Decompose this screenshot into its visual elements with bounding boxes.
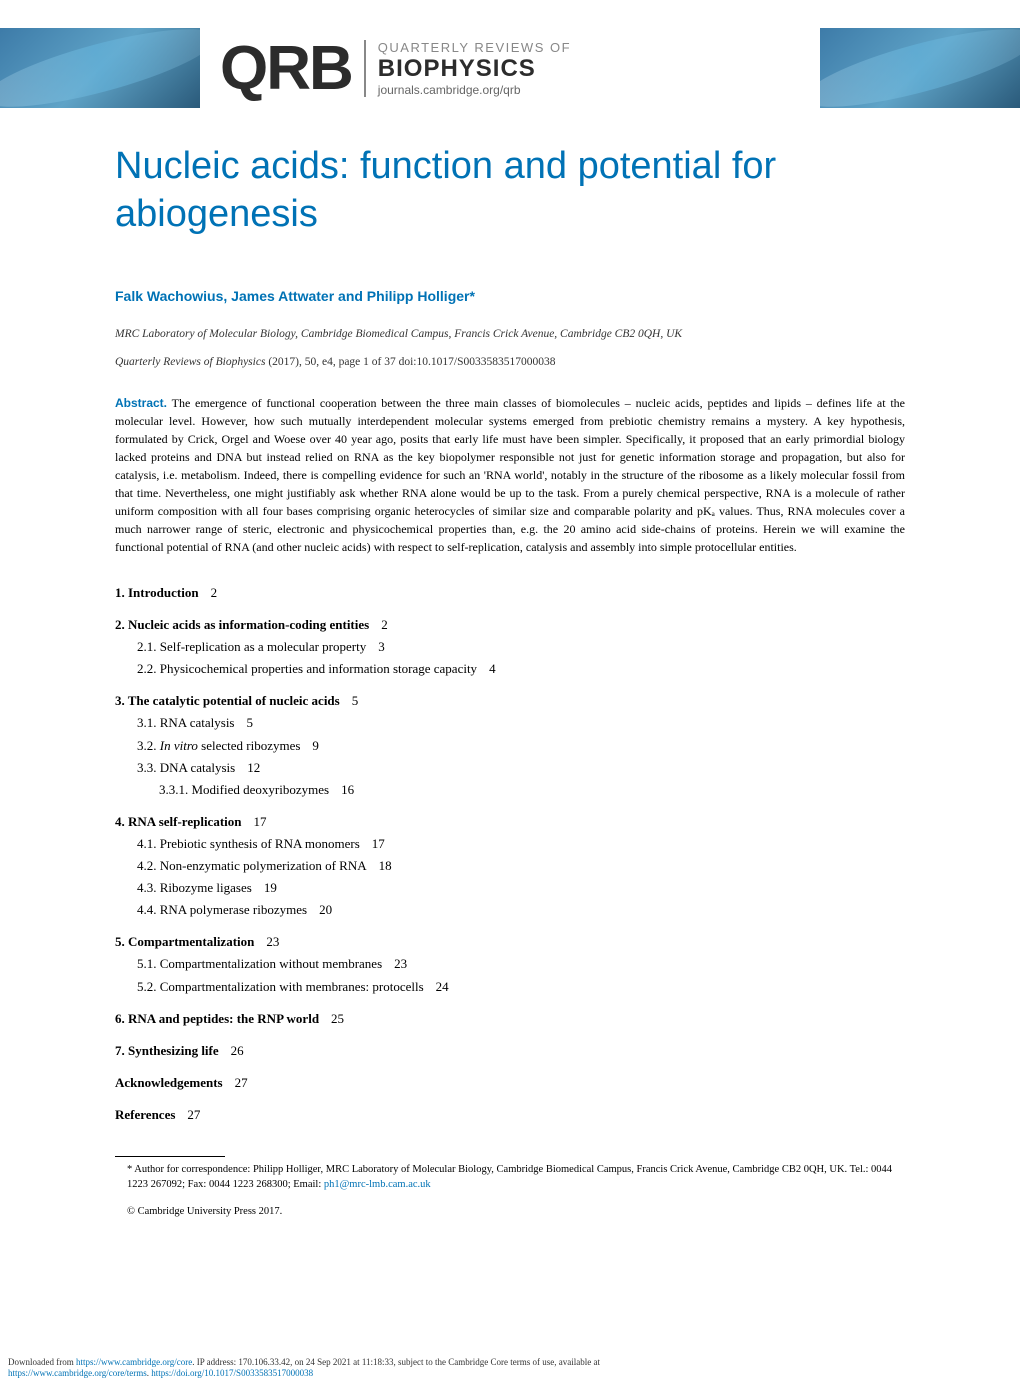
banner-image-right: [820, 28, 1020, 108]
doi-link[interactable]: https://doi.org/10.1017/S003358351700003…: [151, 1368, 313, 1378]
article-affiliation: MRC Laboratory of Molecular Biology, Cam…: [115, 328, 905, 340]
toc-ref: References27: [115, 1104, 905, 1126]
toc-s3-3: 3.3. DNA catalysis12: [115, 757, 905, 779]
toc-s4-4: 4.4. RNA polymerase ribozymes20: [115, 899, 905, 921]
toc-s3-3-1: 3.3.1. Modified deoxyribozymes16: [115, 779, 905, 801]
toc-s3: 3. The catalytic potential of nucleic ac…: [115, 690, 905, 712]
toc-s5-2: 5.2. Compartmentalization with membranes…: [115, 976, 905, 998]
banner-image-left: [0, 28, 200, 108]
toc-s7: 7. Synthesizing life26: [115, 1040, 905, 1062]
article-authors: Falk Wachowius, James Attwater and Phili…: [115, 288, 905, 304]
toc-s2: 2. Nucleic acids as information-coding e…: [115, 614, 905, 636]
corresponding-author-footnote: * Author for correspondence: Philipp Hol…: [115, 1163, 905, 1192]
cambridge-core-link[interactable]: https://www.cambridge.org/core: [76, 1357, 192, 1367]
journal-name-line1: QUARTERLY REVIEWS OF: [378, 40, 571, 55]
journal-logo-block: QRB QUARTERLY REVIEWS OF BIOPHYSICS jour…: [200, 33, 820, 104]
toc-s4-2: 4.2. Non-enzymatic polymerization of RNA…: [115, 855, 905, 877]
journal-logo-text: QRB: [220, 33, 352, 104]
toc-s4-3: 4.3. Ribozyme ligases19: [115, 877, 905, 899]
table-of-contents: 1. Introduction2 2. Nucleic acids as inf…: [115, 582, 905, 1126]
abstract-label: Abstract.: [115, 396, 167, 410]
copyright-notice: © Cambridge University Press 2017.: [115, 1206, 905, 1217]
article-citation: Quarterly Reviews of Biophysics (2017), …: [115, 356, 905, 368]
toc-s2-2: 2.2. Physicochemical properties and info…: [115, 658, 905, 680]
toc-s1: 1. Introduction2: [115, 582, 905, 604]
toc-ack: Acknowledgements27: [115, 1072, 905, 1094]
toc-s4-1: 4.1. Prebiotic synthesis of RNA monomers…: [115, 833, 905, 855]
journal-name-line2: BIOPHYSICS: [378, 55, 571, 83]
journal-url: journals.cambridge.org/qrb: [378, 83, 571, 97]
article-abstract: Abstract. The emergence of functional co…: [115, 394, 905, 556]
corresponding-email[interactable]: ph1@mrc-lmb.cam.ac.uk: [324, 1179, 431, 1190]
toc-s5: 5. Compartmentalization23: [115, 931, 905, 953]
abstract-text: The emergence of functional cooperation …: [115, 396, 905, 554]
toc-s3-2: 3.2. In vitro selected ribozymes9: [115, 735, 905, 757]
toc-s4: 4. RNA self-replication17: [115, 811, 905, 833]
toc-s5-1: 5.1. Compartmentalization without membra…: [115, 953, 905, 975]
download-footer: Downloaded from https://www.cambridge.or…: [0, 1357, 608, 1380]
journal-banner: QRB QUARTERLY REVIEWS OF BIOPHYSICS jour…: [0, 28, 1020, 108]
article-title: Nucleic acids: function and potential fo…: [115, 143, 905, 238]
toc-s3-1: 3.1. RNA catalysis5: [115, 712, 905, 734]
terms-link[interactable]: https://www.cambridge.org/core/terms: [8, 1368, 147, 1378]
toc-s2-1: 2.1. Self-replication as a molecular pro…: [115, 636, 905, 658]
toc-s6: 6. RNA and peptides: the RNP world25: [115, 1008, 905, 1030]
footnote-separator: [115, 1156, 225, 1157]
